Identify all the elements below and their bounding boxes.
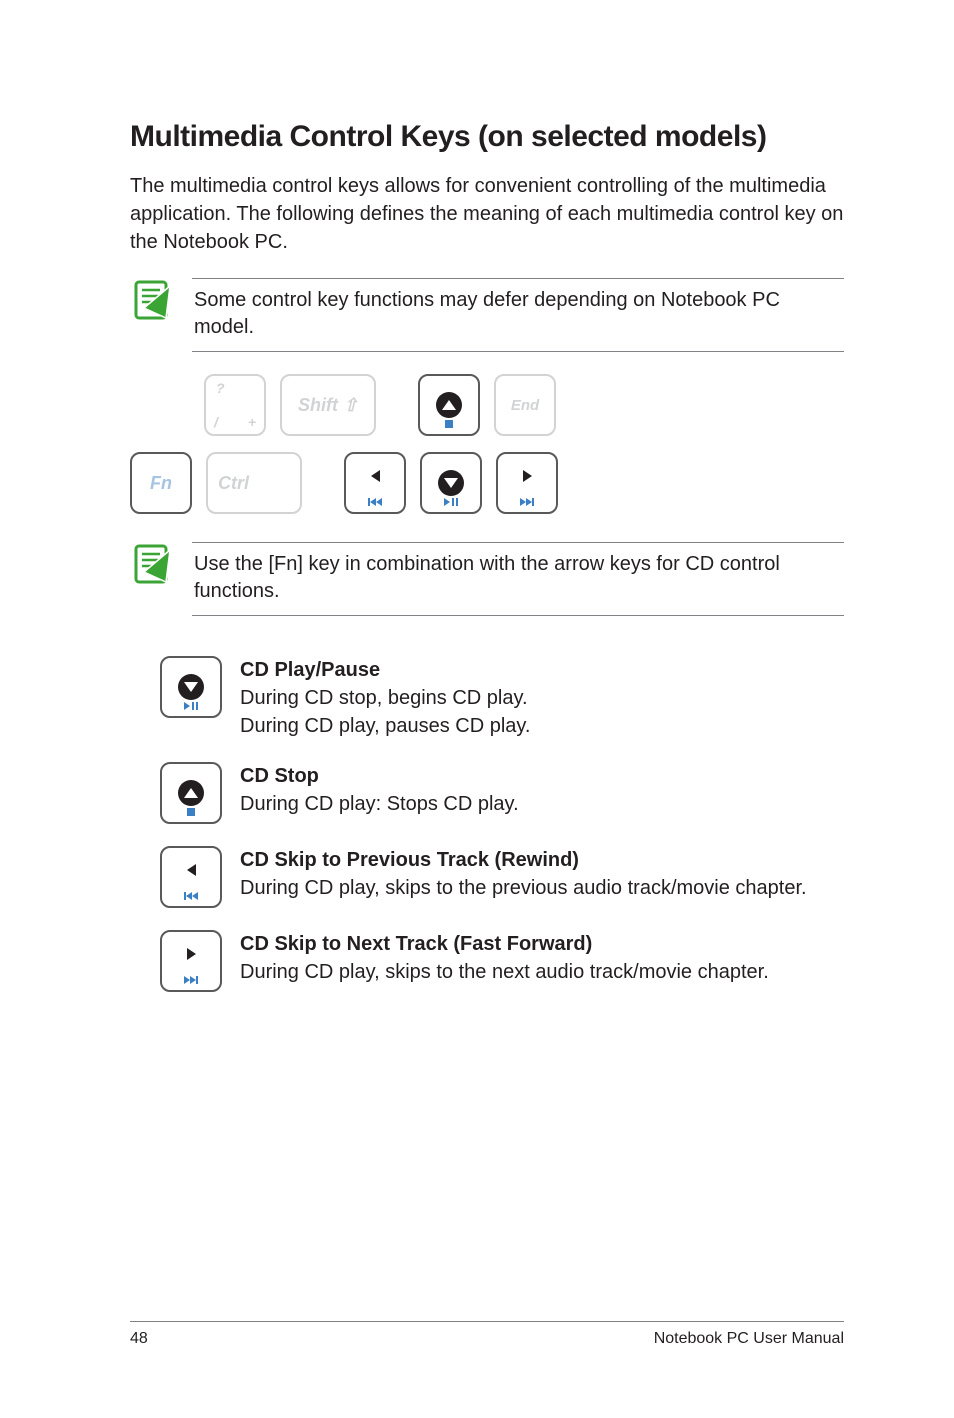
func-next: CD Skip to Next Track (Fast Forward) Dur…: [130, 930, 844, 992]
key-fn: Fn: [130, 452, 192, 514]
func-line: During CD play, pauses CD play.: [240, 712, 844, 740]
page-footer: 48 Notebook PC User Manual: [130, 1321, 844, 1348]
key-arrow-right: [496, 452, 558, 514]
page-number: 48: [130, 1330, 148, 1348]
key-arrow-up: [418, 374, 480, 436]
func-title: CD Stop: [240, 762, 844, 790]
func-title: CD Play/Pause: [240, 656, 844, 684]
key-stop-icon: [160, 762, 222, 824]
key-arrow-left: [344, 452, 406, 514]
note-1: Some control key functions may defer dep…: [130, 278, 844, 352]
func-title: CD Skip to Next Track (Fast Forward): [240, 930, 844, 958]
key-arrow-down: [420, 452, 482, 514]
func-line: During CD play: Stops CD play.: [240, 790, 844, 818]
note-2: Use the [Fn] key in combination with the…: [130, 542, 844, 616]
note-icon: [130, 542, 174, 586]
page-heading: Multimedia Control Keys (on selected mod…: [130, 120, 844, 154]
func-title: CD Skip to Previous Track (Rewind): [240, 846, 844, 874]
key-prev-icon: [160, 846, 222, 908]
func-line: During CD play, skips to the next audio …: [240, 958, 844, 986]
func-line: During CD play, skips to the previous au…: [240, 874, 844, 902]
func-stop: CD Stop During CD play: Stops CD play.: [130, 762, 844, 824]
key-ctrl: Ctrl: [206, 452, 302, 514]
func-line: During CD stop, begins CD play.: [240, 684, 844, 712]
key-slash: ? / +: [204, 374, 266, 436]
note-1-text: Some control key functions may defer dep…: [192, 278, 844, 352]
key-end: End: [494, 374, 556, 436]
key-next-icon: [160, 930, 222, 992]
func-prev: CD Skip to Previous Track (Rewind) Durin…: [130, 846, 844, 908]
note-icon: [130, 278, 174, 322]
key-play-pause-icon: [160, 656, 222, 718]
intro-text: The multimedia control keys allows for c…: [130, 172, 844, 256]
key-shift: Shift ⇧: [280, 374, 376, 436]
footer-label: Notebook PC User Manual: [654, 1330, 844, 1348]
func-play-pause: CD Play/Pause During CD stop, begins CD …: [130, 656, 844, 740]
note-2-text: Use the [Fn] key in combination with the…: [192, 542, 844, 616]
keyboard-diagram: ? / + Shift ⇧ End Fn Ctrl: [130, 374, 844, 514]
